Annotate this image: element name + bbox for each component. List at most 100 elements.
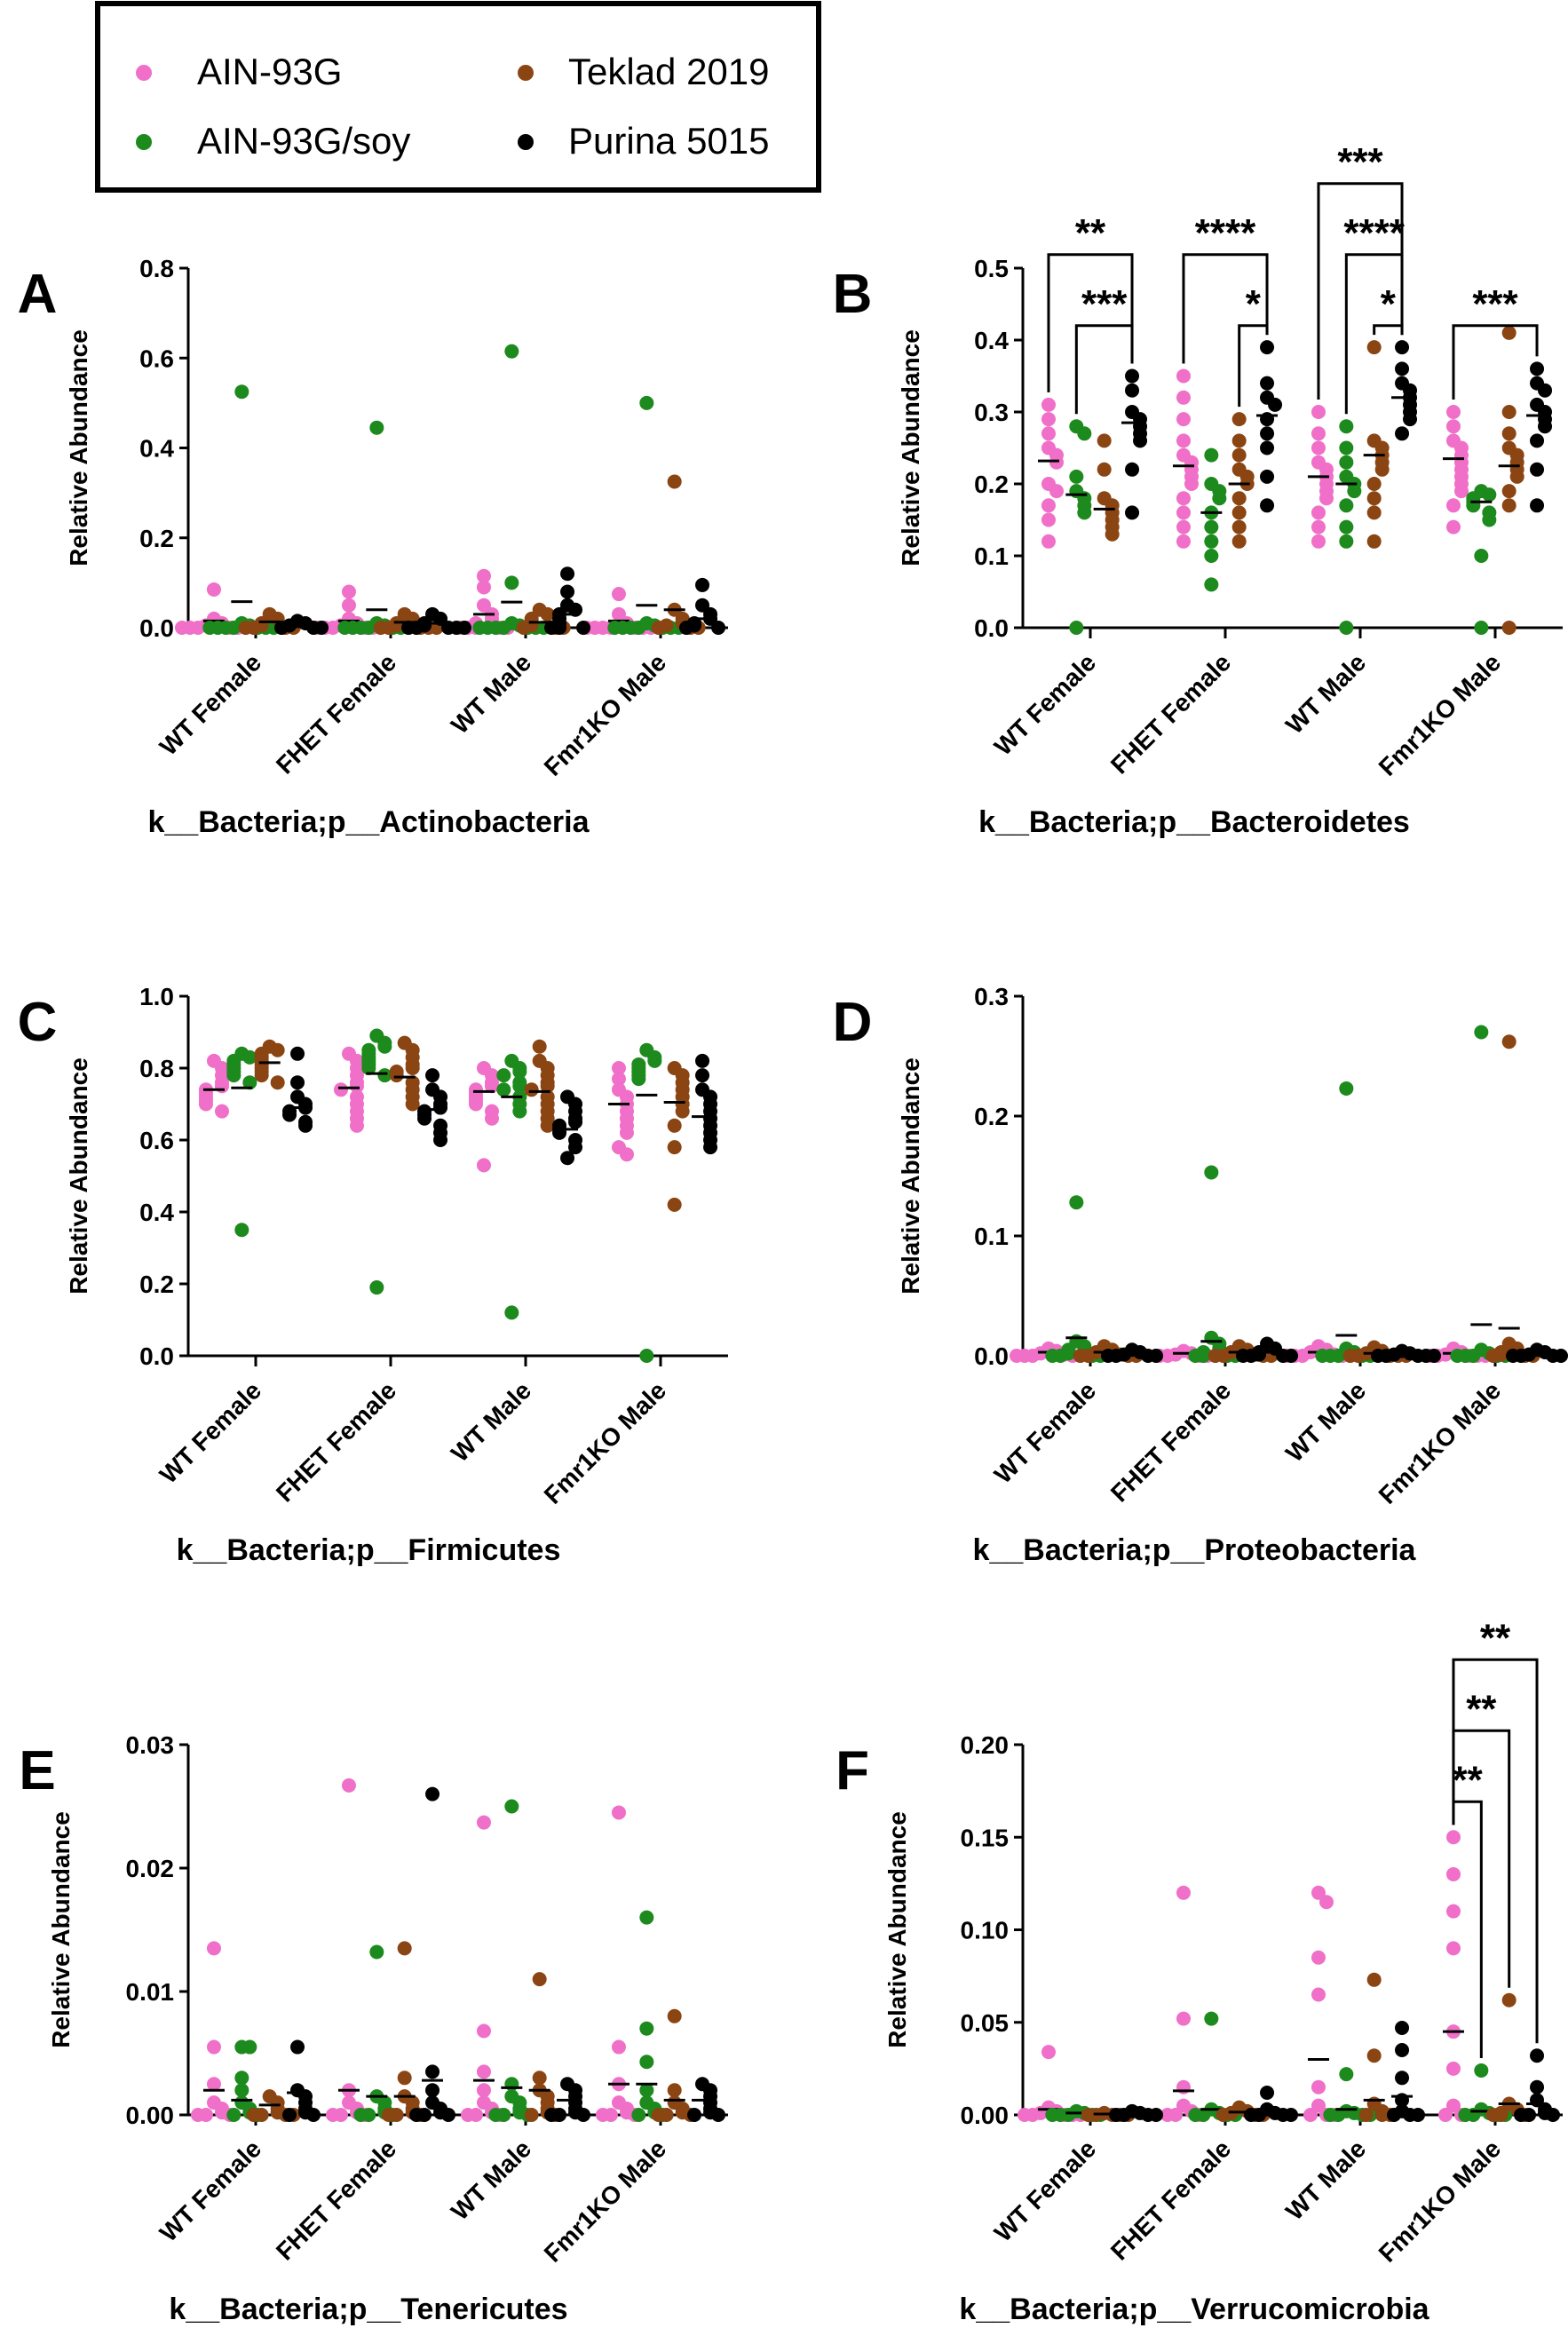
y-tick-label: 0.6: [139, 1127, 174, 1154]
data-point: [1437, 2108, 1453, 2122]
data-point: [576, 621, 591, 635]
data-point: [206, 582, 221, 597]
data-point: [1069, 1195, 1084, 1210]
data-point: [234, 2083, 249, 2098]
data-point: [314, 621, 329, 635]
data-point: [1149, 1349, 1164, 1363]
data-point: [1339, 455, 1354, 470]
data-point: [1231, 412, 1247, 427]
data-point: [1188, 1349, 1203, 1363]
data-point: [242, 1049, 257, 1065]
significance-bracket: [1373, 324, 1404, 336]
x-tick-label: FHET Female: [1105, 2134, 1236, 2265]
y-axis-label: Relative Abundance: [65, 329, 92, 566]
data-point: [1342, 1349, 1358, 1363]
data-point: [1411, 2108, 1426, 2122]
significance-bracket: [1452, 324, 1539, 400]
data-point: [1284, 1349, 1299, 1363]
data-point: [401, 621, 416, 635]
x-tick-label: FHET Female: [271, 2134, 401, 2265]
legend-marker-ain93g-soy: [136, 134, 152, 150]
significance-label: **: [1453, 1758, 1484, 1801]
y-tick-label: 0.05: [961, 2009, 1010, 2037]
data-point: [540, 1118, 555, 1133]
data-point: [504, 1799, 519, 1814]
y-tick-label: 0.0: [139, 1342, 174, 1370]
data-point: [1041, 426, 1056, 441]
data-point: [667, 1197, 682, 1212]
data-point: [1260, 440, 1275, 455]
data-point: [1395, 340, 1410, 355]
data-point: [532, 2071, 547, 2086]
panel-letter: F: [835, 1740, 869, 1801]
data-point: [1017, 2108, 1032, 2122]
data-point: [457, 621, 472, 635]
y-axis-label: Relative Abundance: [897, 1057, 924, 1295]
data-point: [1311, 426, 1326, 441]
data-point: [1445, 2061, 1461, 2076]
y-tick-label: 0.00: [961, 2102, 1010, 2129]
data-point: [476, 2023, 491, 2039]
data-point: [1303, 2108, 1318, 2122]
y-tick-label: 0.4: [974, 327, 1009, 354]
data-point: [524, 2108, 539, 2122]
y-tick-label: 0.00: [126, 2102, 175, 2129]
data-point: [174, 621, 189, 635]
data-point: [1311, 1987, 1326, 2002]
data-point: [1374, 462, 1390, 477]
data-point: [1311, 440, 1326, 455]
data-point: [1514, 2108, 1529, 2122]
data-point: [1105, 527, 1120, 542]
y-tick-label: 0.8: [139, 255, 174, 282]
data-point: [504, 344, 519, 359]
data-point: [1482, 512, 1497, 527]
y-tick-label: 0.1: [974, 542, 1009, 570]
data-point: [1538, 383, 1553, 398]
data-point: [1260, 340, 1275, 355]
panel-title: k__Bacteria;p__Actinobacteria: [147, 805, 590, 839]
data-point: [1133, 433, 1148, 448]
data-point: [274, 621, 289, 635]
data-point: [1450, 1349, 1465, 1363]
data-point: [441, 2108, 456, 2122]
data-point: [1204, 534, 1219, 549]
legend: AIN-93G AIN-93G/soy Teklad 2019 Purina 5…: [95, 1, 821, 193]
data-point: [667, 2083, 682, 2098]
data-point: [1125, 462, 1140, 477]
panel-title: k__Bacteria;p__Firmicutes: [177, 1533, 561, 1567]
data-point: [1445, 1941, 1461, 1956]
data-point: [651, 621, 666, 635]
data-point: [1501, 484, 1517, 499]
data-point: [512, 1065, 527, 1080]
data-point: [206, 1941, 221, 1956]
x-tick-label: WT Male: [1280, 2134, 1371, 2225]
data-point: [1530, 498, 1545, 513]
data-point: [405, 1061, 420, 1075]
y-tick-label: 0.2: [139, 525, 174, 552]
y-tick-label: 1.0: [139, 983, 174, 1010]
data-point: [631, 2108, 646, 2122]
data-point: [695, 577, 710, 592]
data-point: [651, 2108, 666, 2122]
data-point: [1366, 340, 1382, 355]
data-point: [1501, 1034, 1517, 1049]
data-point: [202, 621, 218, 635]
panel-letter: B: [833, 264, 873, 325]
data-point: [1212, 491, 1227, 506]
data-point: [1125, 505, 1140, 520]
y-tick-label: 0.3: [974, 399, 1009, 426]
data-point: [282, 2108, 297, 2122]
data-point: [1358, 2108, 1374, 2122]
significance-label: *: [1381, 282, 1397, 326]
significance-bracket: [1344, 253, 1404, 415]
panel-b: B 0.0 0.1 0.2 0.3 0.4 0.5 Relative Abundance WT …: [833, 140, 1563, 839]
data-point: [1445, 1830, 1461, 1845]
data-point: [1387, 2108, 1402, 2122]
data-point: [611, 2039, 626, 2055]
data-point: [476, 2064, 491, 2079]
data-point: [1403, 412, 1418, 427]
data-point: [1509, 469, 1524, 484]
data-point: [1311, 519, 1326, 534]
data-point: [1474, 1025, 1489, 1040]
data-point: [1501, 426, 1517, 441]
